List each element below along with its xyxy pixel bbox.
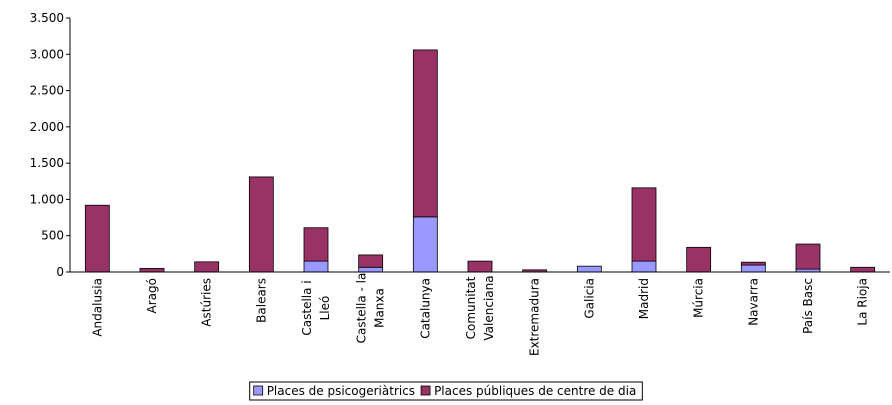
bar-segment — [358, 266, 384, 273]
bar-segment — [412, 49, 438, 218]
legend-label: Places públiques de centre de dia — [434, 384, 636, 398]
x-tick-label: Valenciana — [482, 275, 496, 340]
bar-segment — [576, 265, 602, 273]
y-tick-label: 3.000 — [30, 47, 64, 61]
bar-segment — [740, 261, 766, 266]
x-tick-label: Galicia — [582, 278, 596, 319]
legend-swatch — [253, 385, 264, 396]
x-tick-label: Balears — [254, 278, 268, 323]
bar-segment — [303, 260, 329, 273]
bar-segment — [303, 227, 329, 262]
bar-segment — [467, 260, 493, 273]
x-tick-label: Múrcia — [692, 278, 706, 318]
x-tick-label: La Rioja — [856, 278, 870, 326]
x-tick-label: Catalunya — [418, 278, 432, 339]
y-tick-label: 2.500 — [30, 84, 64, 98]
x-tick-label: Aragó — [145, 278, 159, 313]
bar-segment — [412, 216, 438, 273]
y-tick-label: 0 — [56, 265, 64, 279]
x-tick-label: Manxa — [373, 288, 387, 328]
legend-label: Places de psicogeriàtrics — [267, 384, 415, 398]
y-tick-label: 2.000 — [30, 120, 64, 134]
y-tick-label: 500 — [41, 229, 64, 243]
bar-segment — [686, 246, 712, 273]
bar-segment — [795, 243, 821, 270]
y-tick-label: 1.500 — [30, 156, 64, 170]
legend-box — [249, 381, 643, 401]
bar-segment — [139, 267, 165, 273]
x-tick-label: Castella i — [300, 280, 314, 335]
x-tick-label: Comunitat — [464, 276, 478, 339]
bar-segment — [631, 260, 657, 273]
bar-segment — [850, 266, 876, 273]
bar-segment — [194, 261, 220, 273]
x-tick-label: Andalusia — [90, 278, 104, 337]
y-tick-label: 3.500 — [30, 11, 64, 25]
x-tick-label: Madrid — [637, 278, 651, 319]
x-tick-label: País Basc — [801, 278, 815, 334]
x-tick-label: Astúries — [200, 278, 214, 327]
bar-segment — [248, 176, 274, 273]
bar-segment — [740, 264, 766, 273]
bar-segment — [631, 187, 657, 262]
legend-swatch — [420, 385, 431, 396]
x-tick-label: Extremadura — [528, 278, 542, 356]
x-tick-label: Navarra — [746, 278, 760, 326]
y-tick-label: 1.000 — [30, 192, 64, 206]
x-tick-label: Lleó — [318, 296, 332, 321]
bar-segment — [84, 204, 110, 273]
bar-segment — [358, 254, 384, 268]
x-tick-label: Castella - la — [355, 273, 369, 344]
